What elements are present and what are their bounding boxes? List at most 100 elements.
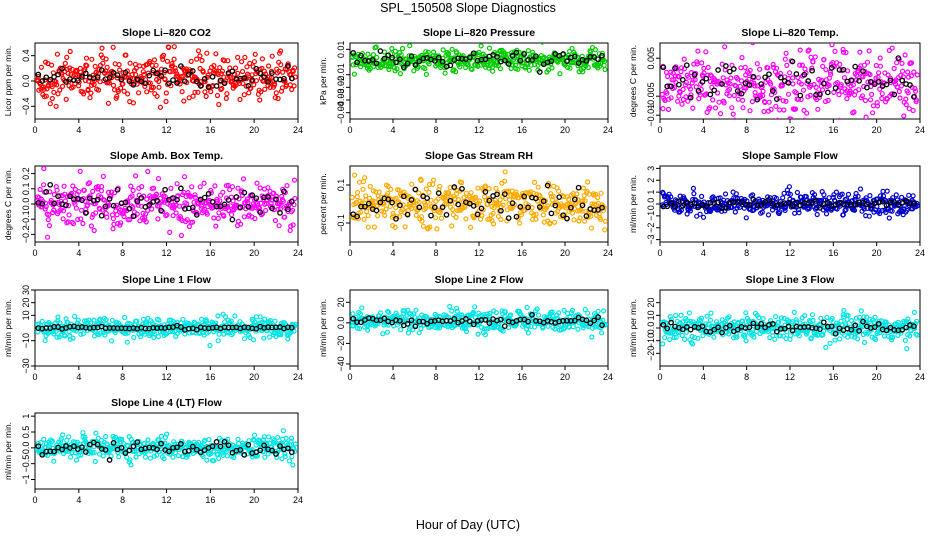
data-point: [772, 336, 778, 342]
avg-point: [715, 324, 721, 331]
data-point: [106, 80, 112, 86]
avg-point: [201, 194, 208, 201]
y-tick-label: 20: [21, 298, 31, 308]
data-point: [679, 101, 685, 107]
data-point: [837, 117, 842, 119]
x-tick-label: 24: [915, 125, 925, 135]
avg-point: [548, 210, 555, 217]
data-point: [478, 43, 484, 49]
avg-point: [400, 64, 407, 71]
avg-point: [389, 319, 395, 326]
data-point: [84, 62, 90, 69]
avg-point: [189, 68, 196, 74]
data-point: [241, 336, 248, 342]
data-point: [156, 317, 162, 323]
avg-point: [758, 81, 765, 87]
data-point: [872, 314, 878, 320]
data-point: [858, 308, 864, 314]
data-point: [877, 210, 883, 217]
data-point: [900, 212, 906, 218]
data-point: [555, 188, 562, 194]
data-point: [101, 197, 108, 203]
avg-point: [110, 202, 117, 209]
panel-title: Slope Li–820 Pressure: [423, 27, 535, 39]
data-point: [845, 191, 852, 197]
data-point: [235, 54, 241, 61]
data-point: [454, 305, 460, 311]
data-point: [291, 83, 297, 89]
avg-point: [79, 197, 85, 203]
data-point: [170, 454, 176, 460]
data-point: [864, 59, 871, 65]
data-point: [430, 177, 437, 183]
data-point: [820, 63, 826, 70]
data-point: [701, 65, 707, 71]
data-point: [93, 430, 99, 436]
y-tick-label: −2: [646, 223, 656, 233]
data-point: [818, 200, 824, 206]
avg-point: [599, 52, 605, 59]
data-point: [62, 60, 68, 67]
data-point: [133, 71, 139, 78]
avg-point: [856, 78, 862, 84]
y-axis-label: Licor ppm per min.: [3, 46, 13, 116]
y-tick-label: −30: [21, 358, 31, 373]
data-point: [813, 84, 819, 91]
data-point: [569, 210, 576, 216]
avg-point: [750, 73, 757, 80]
data-point: [112, 330, 118, 336]
data-point: [432, 215, 439, 221]
data-point: [726, 86, 733, 92]
x-tick-label: 16: [828, 372, 838, 382]
data-point: [92, 210, 99, 216]
avg-point: [730, 66, 737, 72]
avg-point: [389, 199, 395, 206]
data-point: [851, 109, 857, 115]
data-point: [232, 65, 239, 71]
data-point: [463, 325, 469, 331]
x-tick-label: 24: [293, 125, 303, 135]
panel-title: Slope Line 3 Flow: [746, 274, 836, 286]
data-point: [257, 314, 263, 320]
data-point: [791, 210, 798, 216]
data-point: [869, 110, 876, 116]
data-point: [144, 89, 150, 95]
avg-point: [225, 197, 232, 203]
data-point: [867, 71, 873, 78]
data-point: [455, 197, 461, 203]
avg-point: [911, 94, 917, 100]
avg-point: [94, 74, 101, 80]
data-point: [105, 100, 112, 106]
data-point: [423, 71, 429, 78]
data-point: [471, 215, 477, 221]
data-point: [371, 224, 377, 230]
data-points: [350, 303, 608, 340]
data-point: [802, 321, 808, 327]
x-tick-label: 12: [785, 125, 795, 135]
data-point: [384, 329, 390, 335]
data-point: [815, 106, 821, 112]
data-point: [194, 56, 200, 62]
data-point: [406, 53, 412, 59]
avg-point: [754, 96, 761, 103]
data-point: [585, 179, 591, 185]
data-point: [51, 89, 57, 95]
data-point: [266, 63, 272, 69]
data-point: [154, 93, 160, 99]
data-point: [534, 306, 540, 312]
avg-point: [288, 75, 295, 82]
data-point: [278, 48, 284, 54]
data-point: [914, 318, 920, 324]
data-point: [186, 223, 192, 230]
data-point: [163, 90, 169, 96]
avg-point: [668, 200, 674, 207]
data-point: [254, 180, 260, 186]
data-point: [247, 60, 253, 67]
data-point: [691, 191, 697, 197]
avg-point: [879, 198, 886, 205]
data-point: [166, 44, 172, 51]
